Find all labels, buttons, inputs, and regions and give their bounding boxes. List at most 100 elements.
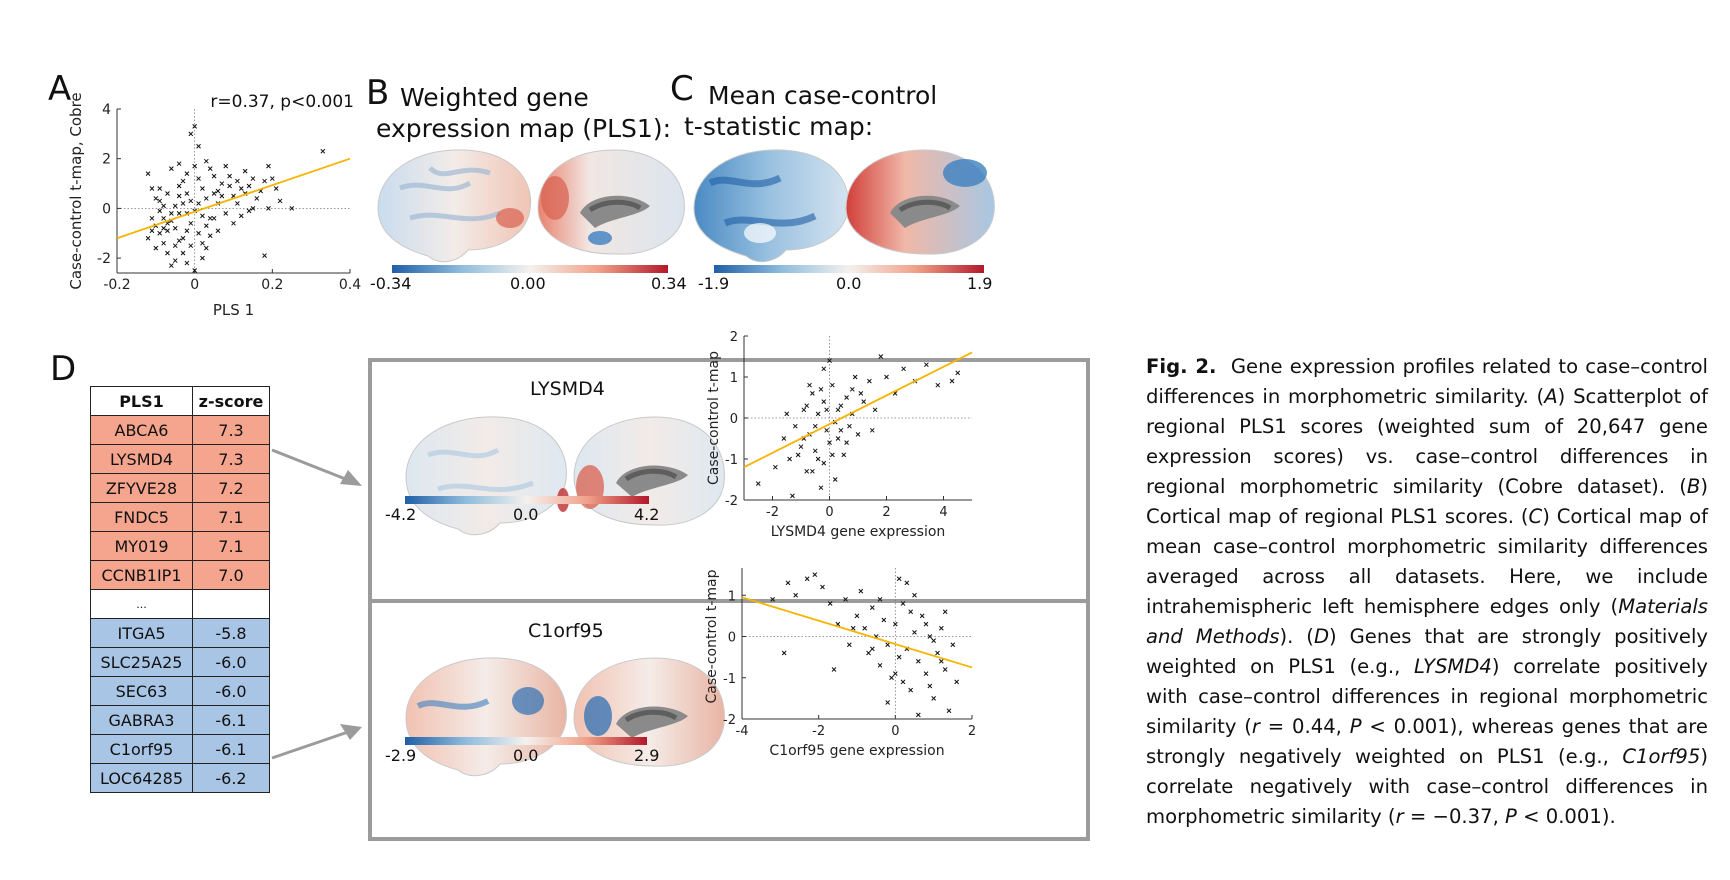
zscore-cell: 7.3 — [192, 415, 270, 445]
zscore-cell: 7.3 — [192, 444, 270, 474]
gene-cell: LYSMD4 — [90, 444, 193, 474]
data-point — [149, 186, 155, 191]
caption-symbol: P — [1349, 715, 1362, 738]
data-point — [277, 198, 283, 204]
lateral-brain-c1orf95 — [405, 657, 567, 777]
data-point — [824, 427, 830, 433]
data-point — [790, 493, 795, 499]
data-point — [169, 263, 174, 268]
data-point — [176, 183, 182, 189]
x-tick-label: 2 — [968, 724, 976, 739]
data-point — [844, 395, 849, 400]
data-point — [950, 642, 956, 648]
data-point — [200, 255, 205, 261]
data-point — [211, 215, 217, 221]
x-tick-label: 0 — [825, 505, 833, 520]
table-row: ABCA6 7.3 — [90, 415, 270, 445]
data-point — [807, 382, 812, 388]
data-point — [176, 193, 182, 199]
data-point — [843, 597, 848, 602]
gene-cell: ITGA5 — [90, 618, 193, 648]
c1orf95-cbar-min: -2.9 — [385, 746, 417, 765]
data-point — [935, 382, 941, 388]
data-point — [824, 407, 830, 413]
data-point — [812, 423, 818, 429]
x-tick-label: 2 — [882, 505, 890, 520]
x-tick-label: 0 — [190, 277, 199, 293]
data-point — [815, 411, 821, 417]
y-tick-label: -1 — [725, 453, 738, 468]
data-point — [207, 215, 213, 221]
data-point — [200, 240, 205, 246]
x-tick-label: 4 — [939, 505, 947, 520]
panel-b-brain-maps — [377, 149, 685, 263]
gene-cell: GABRA3 — [90, 705, 193, 735]
arrow-to-c1orf95 — [271, 724, 362, 760]
data-point — [176, 161, 182, 167]
table-row: ZFYVE28 7.2 — [90, 473, 270, 503]
data-point — [200, 213, 205, 219]
caption-text: ) Genes that are strongly positively wei… — [1146, 625, 1708, 678]
caption-symbol: r — [1251, 715, 1260, 738]
data-point — [923, 621, 929, 627]
data-point — [231, 220, 236, 226]
zscore-cell: 7.1 — [192, 502, 270, 532]
y-tick-label: -2 — [97, 251, 111, 267]
data-point — [149, 215, 155, 221]
y-axis-label: Case-control t-map, Cobre — [67, 92, 85, 289]
caption-text: ) Scatterplot of regional PLS1 scores (w… — [1146, 385, 1709, 498]
data-point — [798, 444, 804, 450]
table-header-zscore: z-score — [192, 386, 270, 416]
gene-cell: ABCA6 — [90, 415, 193, 445]
data-point — [203, 196, 209, 201]
y-tick-label: 4 — [102, 102, 111, 118]
y-tick-label: 0 — [730, 412, 738, 427]
stats-annotation: r=0.37, p<0.001 — [210, 92, 354, 112]
data-point — [200, 186, 205, 191]
data-point — [238, 186, 244, 191]
data-point — [915, 658, 921, 664]
data-point — [855, 432, 861, 437]
data-point — [172, 243, 178, 249]
data-point — [192, 163, 198, 169]
y-tick-label: -2 — [725, 494, 738, 509]
x-axis-label: LYSMD4 gene expression — [771, 524, 946, 540]
data-point — [896, 654, 902, 660]
data-point — [161, 240, 166, 246]
panel-b-cbar-max: 0.34 — [651, 274, 687, 293]
zscore-cell: 7.0 — [192, 560, 270, 590]
panel-c-cbar-mid: 0.0 — [836, 274, 862, 293]
data-point — [931, 696, 937, 701]
c1orf95-cbar-mid: 0.0 — [513, 746, 539, 765]
data-point — [812, 572, 818, 577]
data-point — [192, 124, 198, 129]
data-point — [320, 148, 326, 154]
c1orf95-frame — [368, 599, 1090, 841]
table-row: GABRA3 -6.1 — [90, 705, 270, 735]
data-point — [269, 176, 275, 181]
ellipsis-cell: ... — [90, 589, 193, 619]
caption-methods: Materials and Methods — [1146, 595, 1708, 648]
data-point — [215, 228, 221, 234]
data-point — [755, 481, 761, 486]
data-point — [954, 679, 960, 685]
data-point — [835, 407, 841, 413]
data-point — [787, 456, 792, 462]
regression-line — [741, 596, 973, 669]
data-point — [219, 181, 225, 186]
c1orf95-brain-maps — [405, 657, 725, 777]
data-point — [215, 188, 221, 194]
data-point — [935, 650, 940, 656]
lysmd4-cbar-max: 4.2 — [634, 505, 660, 524]
panel-b-letter: B — [366, 73, 390, 113]
y-tick-label: 0 — [728, 631, 736, 646]
y-axis-label: Case-control t-map — [704, 569, 720, 703]
data-point — [850, 625, 856, 631]
x-tick-label: 0.4 — [339, 277, 361, 293]
data-point — [169, 211, 174, 216]
data-point — [862, 625, 868, 631]
zscore-cell: -6.0 — [192, 647, 270, 677]
data-point — [801, 407, 807, 413]
regression-line — [116, 157, 351, 240]
panel-b-title-line2: expression map (PLS1): — [376, 114, 671, 143]
